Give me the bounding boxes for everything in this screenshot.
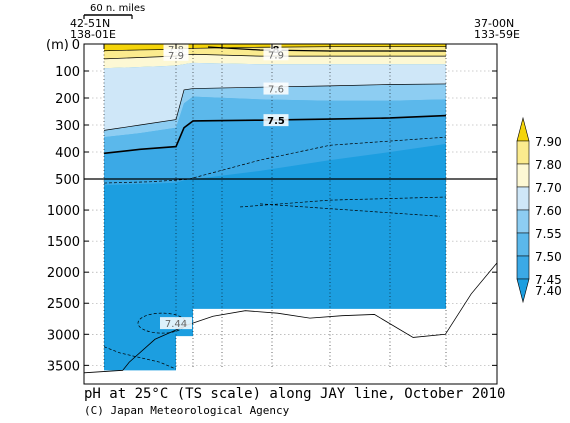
plot-frame: [83, 43, 498, 385]
colorbar-label: 7.90: [535, 135, 562, 149]
colorbar-label: 7.45: [535, 273, 562, 287]
y-tick-label: 2500: [47, 297, 80, 312]
contour-7-47: [103, 136, 447, 184]
contour-label: 7.9: [168, 51, 184, 62]
contour-labels: 7.87.987.97.67.57.44: [160, 42, 289, 330]
contour-label-bg: [263, 48, 289, 61]
contour-label: 7.44: [165, 319, 187, 330]
region-750-755: [104, 96, 446, 154]
colorbar-segment: [516, 116, 530, 142]
y-tick-label: 100: [55, 65, 80, 80]
colorbar-segment: [516, 140, 530, 165]
contour-label-bg: [160, 317, 192, 330]
region-745-750: [104, 115, 446, 186]
colorbar-label: 7.50: [535, 250, 562, 264]
scale-bar: 60 n. miles: [83, 3, 145, 19]
end-station-lon: 133-59E: [474, 28, 520, 41]
y-tick-label: 3500: [47, 359, 80, 374]
contour-label: 7.6: [268, 85, 284, 96]
colorbar-label: 7.40: [535, 284, 562, 298]
contour-label-bg: [163, 48, 189, 61]
colorbar-label: 7.80: [535, 158, 562, 172]
region-770-780: [104, 54, 446, 69]
contour-8: [207, 46, 446, 52]
y-tick-label: 1000: [47, 204, 80, 219]
y-tick-label: 3000: [47, 328, 80, 343]
region-above-790: [104, 44, 446, 51]
colorbar-label: 7.60: [535, 204, 562, 218]
colorbar-segment: [516, 278, 530, 304]
bottom-topography: [83, 262, 498, 374]
y-tick-label: 500: [55, 173, 80, 188]
y-tick-label: 300: [55, 119, 80, 134]
contour-label: 7.9: [268, 50, 284, 61]
region-755-760: [104, 83, 446, 138]
y-tick-label: 2000: [47, 266, 80, 281]
colorbar-segment: [516, 209, 530, 234]
contour-label-bg: [263, 114, 289, 127]
contour-7-445: [259, 203, 441, 217]
colorbar: 7.90 7.80 7.70 7.60 7.55 7.50 7.457.40: [516, 116, 562, 304]
end-station-lat: 37-00N: [474, 17, 515, 30]
colorbar-segment: [516, 255, 530, 280]
contour-7-5: [103, 114, 447, 155]
region-760-770: [104, 62, 446, 131]
contour-label: 7.5: [267, 116, 285, 127]
y-tick-label: 200: [55, 92, 80, 107]
y-tick-label: 400: [55, 146, 80, 161]
colorbar-label: 7.55: [535, 227, 562, 241]
contour-7-44-deep: [103, 346, 177, 370]
contour-7-8: [103, 53, 446, 60]
y-tick-label: 1500: [47, 235, 80, 250]
start-station-lon: 138-01E: [70, 28, 116, 41]
chart-credit: (C) Japan Meteorological Agency: [84, 404, 290, 417]
colorbar-segment: [516, 232, 530, 257]
y-axis: 0 100 200 300 400 500 1000 1500 2000 2500 3000 3500…: [46, 38, 497, 374]
colorbar-segment: [516, 186, 530, 211]
contour-label-bg: [263, 82, 289, 95]
scale-bar-label: 60 n. miles: [90, 3, 145, 14]
chart-title: pH at 25°C (TS scale) along JAY line, Oc…: [84, 386, 506, 402]
contour-7-6: [103, 83, 447, 131]
colorbar-segment: [516, 163, 530, 188]
y-tick-label: 0: [72, 38, 80, 53]
colorbar-label: 7.70: [535, 181, 562, 195]
start-station-lat: 42-51N: [70, 17, 111, 30]
y-axis-label: (m): [46, 38, 69, 53]
